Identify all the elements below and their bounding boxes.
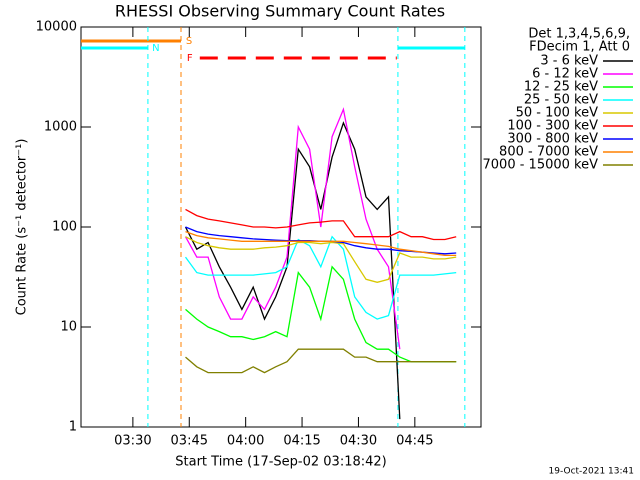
y-tick-label: 10000: [36, 20, 77, 35]
legend-label: 25 - 50 keV: [524, 93, 598, 108]
legend-label: 800 - 7000 keV: [499, 145, 598, 160]
legend-label: 7000 - 15000 keV: [483, 158, 599, 173]
legend-label: 12 - 25 keV: [524, 80, 598, 95]
legend-header: FDecim 1, Att 0: [529, 40, 630, 55]
flag-label: N: [152, 43, 159, 54]
y-axis-label: Count Rate (s⁻¹ detector⁻¹): [15, 139, 30, 316]
flag-label: F: [187, 53, 193, 64]
y-tick-label: 1000: [44, 120, 77, 135]
footer: 19-Oct-2021 13:41: [549, 467, 634, 477]
y-tick-label: 1: [69, 420, 77, 435]
x-tick-label: 04:45: [396, 434, 433, 449]
series-line: [185, 208, 457, 241]
x-axis-label: Start Time (17-Sep-02 03:18:42): [175, 455, 386, 470]
legend-label: 6 - 12 keV: [532, 67, 598, 82]
series-line: [185, 236, 457, 283]
legend-header: Det 1,3,4,5,6,9,: [528, 27, 630, 42]
legend-label: 50 - 100 keV: [516, 106, 599, 121]
y-tick-label: 100: [52, 220, 77, 235]
x-tick-label: 03:45: [171, 434, 208, 449]
x-tick-label: 04:00: [227, 434, 264, 449]
series-line: [184, 107, 401, 350]
series-line: [185, 230, 457, 257]
series-line: [184, 121, 401, 420]
series-line: [185, 348, 457, 374]
x-tick-label: 04:30: [340, 434, 377, 449]
y-tick-label: 10: [60, 320, 77, 335]
flag-label: S: [186, 36, 192, 47]
legend-label: 300 - 800 keV: [507, 132, 598, 147]
x-tick-label: 04:15: [283, 434, 320, 449]
series-line: [184, 235, 457, 320]
x-tick-label: 03:30: [114, 434, 151, 449]
legend-label: 100 - 300 keV: [507, 119, 598, 134]
chart-title: RHESSI Observing Summary Count Rates: [115, 2, 445, 21]
legend-label: 3 - 6 keV: [540, 54, 598, 69]
